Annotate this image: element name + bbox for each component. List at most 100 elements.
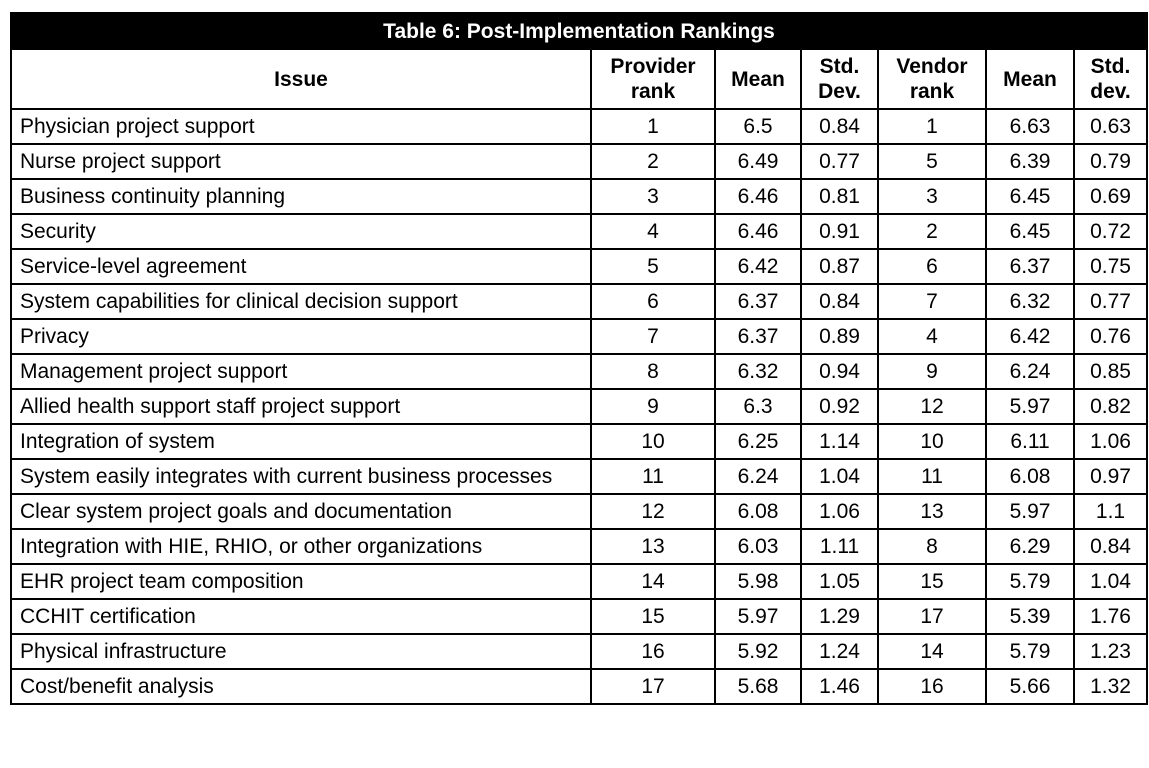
issue-cell: Integration of system (10, 423, 592, 460)
value-cell: 0.84 (800, 108, 879, 145)
issue-cell: Allied health support staff project supp… (10, 388, 592, 425)
value-cell: 0.92 (800, 388, 879, 425)
value-cell: 13 (877, 493, 987, 530)
column-header: Mean (985, 48, 1075, 110)
table-row: System capabilities for clinical decisio… (10, 283, 1149, 320)
value-cell: 6.24 (714, 458, 802, 495)
issue-cell: Management project support (10, 353, 592, 390)
value-cell: 6.32 (985, 283, 1075, 320)
value-cell: 6.63 (985, 108, 1075, 145)
table-row: Business continuity planning 3 6.46 0.81 3 6.… (10, 178, 1149, 215)
value-cell: 0.82 (1072, 388, 1149, 425)
value-cell: 6 (877, 248, 987, 285)
value-cell: 3 (877, 178, 987, 215)
value-cell: 0.79 (1072, 143, 1149, 180)
issue-cell: Nurse project support (10, 143, 592, 180)
value-cell: 5.92 (714, 633, 802, 670)
value-cell: 2 (590, 143, 716, 180)
table-row: Cost/benefit analysis 17 5.68 1.46 16 5.66 1.3… (10, 668, 1149, 705)
column-header: Std. dev. (1072, 48, 1149, 110)
value-cell: 1.32 (1072, 668, 1149, 705)
value-cell: 6.32 (714, 353, 802, 390)
value-cell: 1.1 (1072, 493, 1149, 530)
value-cell: 6.37 (985, 248, 1075, 285)
column-header-text: Issue (274, 67, 328, 91)
value-cell: 6.42 (985, 318, 1075, 355)
value-cell: 5.97 (985, 388, 1075, 425)
value-cell: 10 (877, 423, 987, 460)
table-title: Table 6: Post-Implementation Rankings (9, 12, 1149, 50)
value-cell: 0.91 (800, 213, 879, 250)
value-cell: 5.97 (714, 598, 802, 635)
value-cell: 11 (877, 458, 987, 495)
value-cell: 1.04 (1072, 563, 1149, 600)
value-cell: 5.39 (985, 598, 1075, 635)
value-cell: 12 (877, 388, 987, 425)
value-cell: 1.23 (1072, 633, 1149, 670)
value-cell: 4 (590, 213, 716, 250)
value-cell: 6 (590, 283, 716, 320)
value-cell: 7 (590, 318, 716, 355)
issue-cell: Clear system project goals and documenta… (10, 493, 592, 530)
value-cell: 6.37 (714, 283, 802, 320)
value-cell: 1.29 (800, 598, 879, 635)
value-cell: 1.24 (800, 633, 879, 670)
value-cell: 8 (877, 528, 987, 565)
value-cell: 0.84 (800, 283, 879, 320)
value-cell: 1.14 (800, 423, 879, 460)
value-cell: 6.46 (714, 213, 802, 250)
table-wrap: Table 6: Post-Implementation Rankings Is… (9, 12, 1149, 705)
value-cell: 6.45 (985, 178, 1075, 215)
value-cell: 12 (590, 493, 716, 530)
value-cell: 1 (590, 108, 716, 145)
column-header: Issue (10, 48, 592, 110)
value-cell: 6.49 (714, 143, 802, 180)
value-cell: 6.46 (714, 178, 802, 215)
table-row: System easily integrates with current bu… (10, 458, 1149, 495)
value-cell: 6.03 (714, 528, 802, 565)
value-cell: 2 (877, 213, 987, 250)
value-cell: 0.97 (1072, 458, 1149, 495)
value-cell: 5 (590, 248, 716, 285)
value-cell: 6.11 (985, 423, 1075, 460)
value-cell: 0.84 (1072, 528, 1149, 565)
table-body: Physician project support 1 6.5 0.84 1 6.63 0.… (10, 108, 1149, 705)
value-cell: 9 (877, 353, 987, 390)
value-cell: 1.05 (800, 563, 879, 600)
issue-cell: Cost/benefit analysis (10, 668, 592, 705)
table-row: Integration of system 10 6.25 1.14 10 6.11 1.0… (10, 423, 1149, 460)
value-cell: 0.85 (1072, 353, 1149, 390)
column-header: Provider rank (590, 48, 716, 110)
value-cell: 16 (877, 668, 987, 705)
value-cell: 9 (590, 388, 716, 425)
value-cell: 0.76 (1072, 318, 1149, 355)
value-cell: 0.63 (1072, 108, 1149, 145)
value-cell: 6.39 (985, 143, 1075, 180)
value-cell: 0.89 (800, 318, 879, 355)
value-cell: 1.06 (1072, 423, 1149, 460)
value-cell: 0.81 (800, 178, 879, 215)
value-cell: 16 (590, 633, 716, 670)
value-cell: 5.98 (714, 563, 802, 600)
issue-cell: Physical infrastructure (10, 633, 592, 670)
column-header-text: Mean (1003, 67, 1057, 91)
value-cell: 6.08 (985, 458, 1075, 495)
value-cell: 14 (590, 563, 716, 600)
value-cell: 0.77 (1072, 283, 1149, 320)
value-cell: 6.29 (985, 528, 1075, 565)
column-header-text: Mean (731, 67, 785, 91)
table-row: Physical infrastructure 16 5.92 1.24 14 5.79 1… (10, 633, 1149, 670)
value-cell: 5.66 (985, 668, 1075, 705)
value-cell: 0.77 (800, 143, 879, 180)
issue-cell: Integration with HIE, RHIO, or other org… (10, 528, 592, 565)
value-cell: 7 (877, 283, 987, 320)
issue-cell: CCHIT certification (10, 598, 592, 635)
value-cell: 3 (590, 178, 716, 215)
value-cell: 5.97 (985, 493, 1075, 530)
value-cell: 5 (877, 143, 987, 180)
issue-cell: Business continuity planning (10, 178, 592, 215)
value-cell: 17 (590, 668, 716, 705)
value-cell: 0.72 (1072, 213, 1149, 250)
issue-cell: EHR project team composition (10, 563, 592, 600)
